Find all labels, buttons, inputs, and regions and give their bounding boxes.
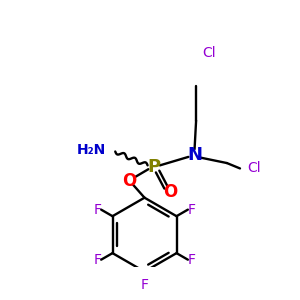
- Text: F: F: [93, 253, 101, 267]
- Text: F: F: [140, 278, 148, 292]
- Text: Cl: Cl: [248, 161, 261, 176]
- Text: Cl: Cl: [202, 46, 216, 60]
- Text: F: F: [188, 253, 196, 267]
- Text: F: F: [188, 202, 196, 217]
- Text: F: F: [93, 202, 101, 217]
- Text: N: N: [187, 146, 202, 164]
- Text: O: O: [164, 182, 178, 200]
- Text: H₂N: H₂N: [77, 143, 106, 157]
- Text: O: O: [122, 172, 136, 190]
- Text: P: P: [147, 158, 160, 176]
